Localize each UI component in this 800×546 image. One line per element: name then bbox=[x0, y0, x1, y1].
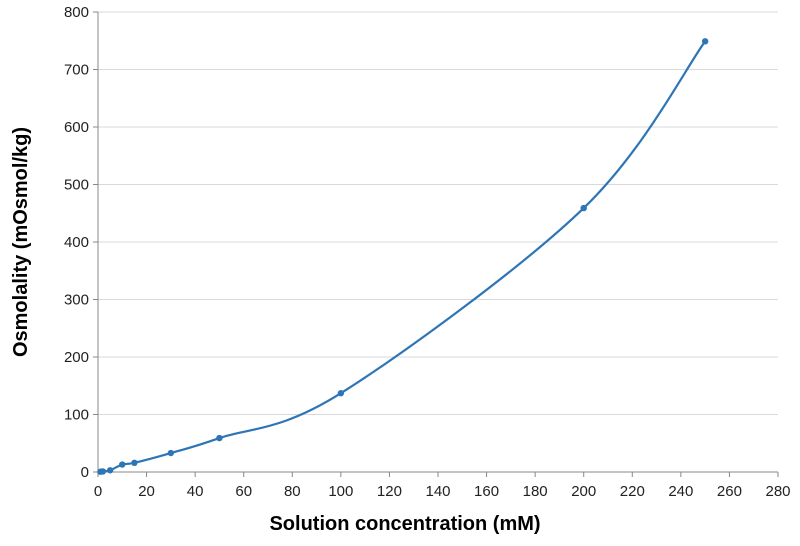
x-tick-label: 260 bbox=[717, 483, 742, 500]
x-tick-label: 120 bbox=[377, 483, 402, 500]
series-line bbox=[100, 40, 707, 473]
y-tick-label: 400 bbox=[64, 234, 89, 251]
data-point bbox=[131, 459, 138, 466]
y-tick-label: 200 bbox=[64, 349, 89, 366]
x-tick-label: 60 bbox=[235, 483, 252, 500]
y-tick-label: 100 bbox=[64, 407, 89, 424]
x-tick-label: 80 bbox=[284, 483, 301, 500]
x-tick-label: 240 bbox=[668, 483, 693, 500]
x-tick-label: 140 bbox=[425, 483, 450, 500]
data-point bbox=[337, 390, 345, 397]
y-axis-label: Osmolality (mOsmol/kg) bbox=[10, 127, 32, 357]
x-tick-label: 200 bbox=[571, 483, 596, 500]
x-tick-label: 160 bbox=[474, 483, 499, 500]
data-point bbox=[119, 461, 126, 468]
y-tick-label: 800 bbox=[64, 4, 89, 21]
y-tick-label: 0 bbox=[81, 464, 89, 481]
x-tick-label: 280 bbox=[765, 483, 790, 500]
y-tick-label: 600 bbox=[64, 119, 89, 136]
data-point bbox=[106, 467, 114, 474]
x-tick-label: 220 bbox=[620, 483, 645, 500]
y-tick-label: 300 bbox=[64, 292, 89, 309]
x-axis-label: Solution concentration (mM) bbox=[269, 513, 540, 535]
x-tick-label: 180 bbox=[523, 483, 548, 500]
data-point bbox=[99, 468, 107, 475]
x-tick-label: 100 bbox=[328, 483, 353, 500]
data-point bbox=[701, 38, 709, 45]
data-point bbox=[580, 204, 587, 212]
x-tick-label: 0 bbox=[94, 483, 102, 500]
x-tick-label: 40 bbox=[187, 483, 204, 500]
data-point bbox=[216, 434, 223, 442]
y-tick-label: 700 bbox=[64, 62, 89, 79]
y-tick-label: 500 bbox=[64, 177, 89, 194]
x-tick-label: 20 bbox=[138, 483, 155, 500]
data-point bbox=[167, 449, 175, 457]
